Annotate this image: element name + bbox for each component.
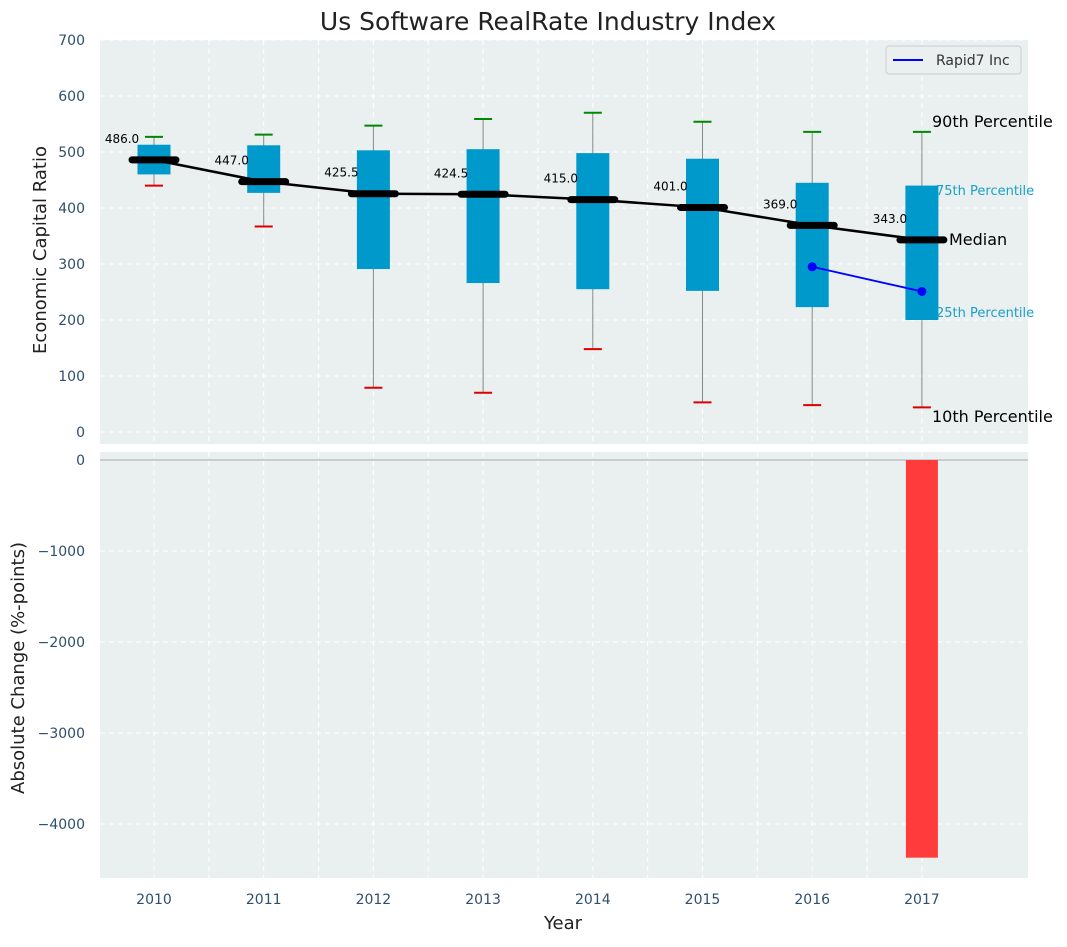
median-value-label: 343.0 xyxy=(873,212,907,226)
legend: Rapid7 Inc xyxy=(885,45,1022,75)
bottom-y-tick-label: −2000 xyxy=(38,635,85,651)
iqr-box xyxy=(466,149,500,284)
median-value-label: 424.5 xyxy=(434,166,468,180)
box-plot-layer: 486.0 447.0 425.5 424.5 415.0 401.0 369.0 343.0 xyxy=(105,111,948,409)
top-y-tick-label: 0 xyxy=(76,425,85,441)
top-y-axis-label: Economic Capital Ratio xyxy=(30,146,51,354)
x-tick-label: 2014 xyxy=(575,892,611,908)
median-value-label: 415.0 xyxy=(544,172,578,186)
x-tick-label: 2016 xyxy=(794,892,830,908)
tick-layer: 0 100 200 300 400 500 600 700 0 −1000 −2000 −3000 −4… xyxy=(38,33,940,908)
top-y-tick-label: 200 xyxy=(58,313,85,329)
iqr-box xyxy=(795,182,829,308)
x-tick-label: 2011 xyxy=(246,892,282,908)
iqr-box xyxy=(247,145,281,193)
bottom-plot-area xyxy=(100,452,1028,878)
median-value-label: 447.0 xyxy=(215,154,249,168)
x-tick-label: 2012 xyxy=(356,892,392,908)
median-value-label: 369.0 xyxy=(763,197,797,211)
iqr-box xyxy=(686,158,719,291)
iqr-box xyxy=(576,153,610,290)
annotation-p90: 90th Percentile xyxy=(932,112,1053,131)
top-y-tick-label: 500 xyxy=(58,145,85,161)
annotation-median: Median xyxy=(949,230,1007,249)
iqr-box xyxy=(905,185,939,320)
bottom-y-tick-label: −3000 xyxy=(38,726,85,742)
annotation-p10: 10th Percentile xyxy=(932,407,1053,426)
top-y-tick-label: 700 xyxy=(58,33,85,49)
top-y-tick-label: 100 xyxy=(58,369,85,385)
x-tick-label: 2010 xyxy=(136,892,172,908)
series-point-rapid7 xyxy=(807,262,817,272)
change-bar xyxy=(905,460,938,858)
bottom-y-tick-label: −1000 xyxy=(38,544,85,560)
top-y-tick-label: 600 xyxy=(58,89,85,105)
median-value-label: 486.0 xyxy=(105,132,139,146)
chart-title: Us Software RealRate Industry Index xyxy=(320,7,776,36)
top-plot-area xyxy=(100,40,1028,444)
median-value-label: 425.5 xyxy=(324,166,358,180)
x-tick-label: 2013 xyxy=(465,892,501,908)
x-tick-label: 2015 xyxy=(685,892,721,908)
median-value-label: 401.0 xyxy=(653,179,687,193)
annotation-p25: 25th Percentile xyxy=(936,306,1034,321)
annotation-p75: 75th Percentile xyxy=(936,184,1034,199)
iqr-box xyxy=(356,150,390,270)
legend-box xyxy=(885,45,1022,75)
series-line-rapid7 xyxy=(812,265,923,293)
x-axis-label: Year xyxy=(543,913,583,934)
bottom-y-axis-label: Absolute Change (%-points) xyxy=(8,542,29,794)
bar-layer xyxy=(100,459,1028,858)
bottom-y-tick-label: −4000 xyxy=(38,817,85,833)
top-y-tick-label: 400 xyxy=(58,201,85,217)
top-y-tick-label: 300 xyxy=(58,257,85,273)
series-point-rapid7 xyxy=(917,286,927,296)
legend-label-rapid7: Rapid7 Inc xyxy=(936,53,1010,69)
bottom-y-tick-label: 0 xyxy=(76,453,85,469)
x-tick-label: 2017 xyxy=(904,892,940,908)
